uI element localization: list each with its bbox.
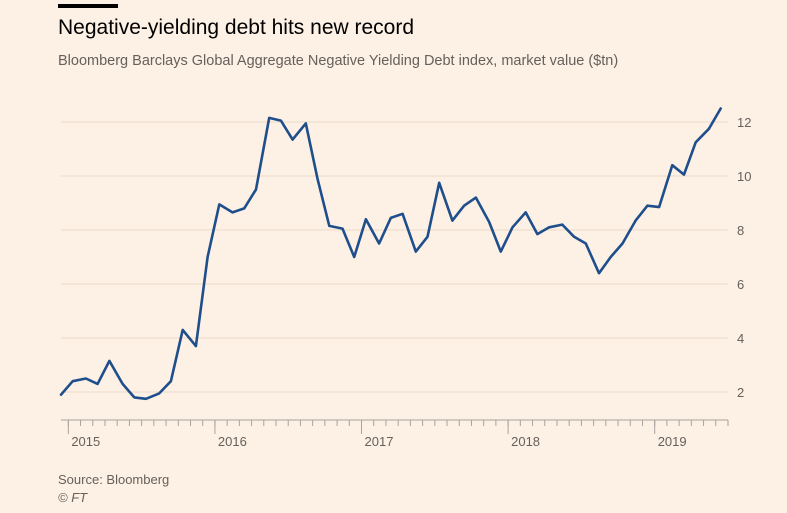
x-tick-label-2018: 2018: [511, 434, 540, 449]
x-tick-label-2017: 2017: [365, 434, 394, 449]
y-tick-label-10: 10: [737, 169, 751, 184]
top-rule: [58, 4, 118, 8]
y-tick-label-12: 12: [737, 115, 751, 130]
y-axis-labels: 2 4 6 8 10 12: [737, 115, 751, 400]
y-tick-label-2: 2: [737, 385, 744, 400]
chart-title: Negative-yielding debt hits new record: [58, 16, 415, 39]
source-note: Source: Bloomberg: [58, 472, 170, 487]
y-tick-label-8: 8: [737, 223, 744, 238]
grid-lines: [61, 121, 728, 393]
y-tick-label-4: 4: [737, 331, 744, 346]
series-line-0: [59, 107, 723, 401]
x-tick-label-2016: 2016: [218, 434, 247, 449]
y-tick-label-6: 6: [737, 277, 744, 292]
chart-subtitle: Bloomberg Barclays Global Aggregate Nega…: [58, 53, 619, 69]
x-axis: 2015 2016 2017 2018 2019: [61, 419, 729, 449]
x-tick-label-2019: 2019: [658, 434, 687, 449]
x-tick-label-2015: 2015: [71, 434, 100, 449]
series: [59, 107, 723, 401]
credit-note: © FT: [58, 490, 88, 505]
